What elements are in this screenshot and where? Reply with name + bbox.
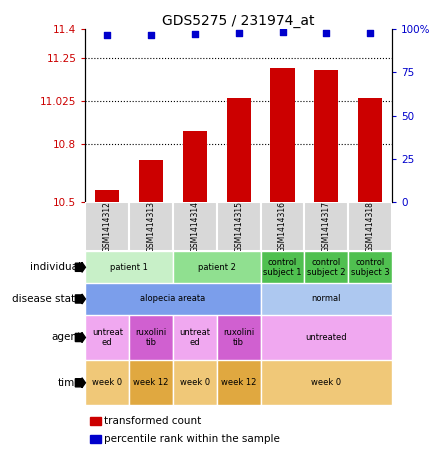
Text: week 0: week 0	[180, 378, 210, 387]
Bar	[261, 283, 392, 315]
Text: untreat
ed: untreat ed	[92, 328, 123, 347]
Point	[148, 31, 155, 38]
Bar	[85, 202, 129, 251]
Bar	[129, 202, 173, 251]
Text: GSM1414314: GSM1414314	[191, 201, 199, 252]
Bar	[227, 98, 251, 202]
Point	[191, 30, 198, 38]
Bar	[358, 98, 382, 202]
Bar	[314, 70, 338, 202]
Bar	[129, 360, 173, 405]
Text: GSM1414312: GSM1414312	[103, 201, 112, 252]
Bar	[271, 67, 295, 202]
Bar	[217, 202, 261, 251]
Point	[367, 29, 374, 37]
Bar	[217, 360, 261, 405]
Text: time: time	[57, 378, 81, 388]
Bar	[95, 190, 119, 202]
Text: control
subject 1: control subject 1	[263, 258, 302, 277]
Text: normal: normal	[311, 294, 341, 304]
Bar	[304, 202, 348, 251]
Title: GDS5275 / 231974_at: GDS5275 / 231974_at	[162, 14, 315, 29]
Bar	[85, 251, 173, 283]
Bar	[173, 202, 217, 251]
Text: patient 1: patient 1	[110, 263, 148, 272]
Text: untreat
ed: untreat ed	[180, 328, 210, 347]
Text: GSM1414313: GSM1414313	[147, 201, 155, 252]
Text: patient 2: patient 2	[198, 263, 236, 272]
Bar	[173, 251, 261, 283]
Point	[323, 29, 330, 37]
Text: disease state: disease state	[11, 294, 81, 304]
Text: week 12: week 12	[221, 378, 256, 387]
Text: week 12: week 12	[134, 378, 169, 387]
Text: GSM1414315: GSM1414315	[234, 201, 243, 252]
Bar	[183, 131, 207, 202]
Text: ruxolini
tib: ruxolini tib	[223, 328, 254, 347]
Bar	[348, 251, 392, 283]
Text: ruxolini
tib: ruxolini tib	[135, 328, 167, 347]
Text: week 0: week 0	[92, 378, 122, 387]
Text: agent: agent	[51, 333, 81, 342]
Text: GSM1414318: GSM1414318	[366, 201, 374, 252]
Bar	[261, 360, 392, 405]
Bar	[304, 251, 348, 283]
Text: individual: individual	[30, 262, 81, 272]
Text: untreated: untreated	[305, 333, 347, 342]
Text: week 0: week 0	[311, 378, 341, 387]
Bar	[261, 251, 304, 283]
Text: alopecia areata: alopecia areata	[141, 294, 205, 304]
Point	[104, 31, 111, 38]
Point	[279, 29, 286, 36]
Bar	[217, 315, 261, 360]
Bar	[348, 202, 392, 251]
Bar	[173, 315, 217, 360]
Text: GSM1414316: GSM1414316	[278, 201, 287, 252]
Bar	[261, 202, 304, 251]
Bar	[261, 315, 392, 360]
Text: control
subject 3: control subject 3	[351, 258, 389, 277]
Point	[235, 29, 242, 37]
Bar	[85, 283, 261, 315]
Text: transformed count: transformed count	[104, 416, 201, 426]
Text: GSM1414317: GSM1414317	[322, 201, 331, 252]
Bar	[139, 159, 163, 202]
Text: percentile rank within the sample: percentile rank within the sample	[104, 434, 280, 444]
Bar	[85, 360, 129, 405]
Bar	[173, 360, 217, 405]
Text: control
subject 2: control subject 2	[307, 258, 346, 277]
Bar	[85, 315, 129, 360]
Bar	[129, 315, 173, 360]
